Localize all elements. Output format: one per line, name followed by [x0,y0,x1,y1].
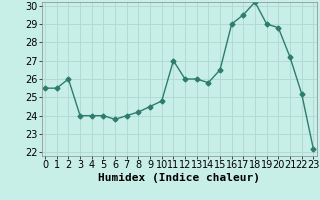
X-axis label: Humidex (Indice chaleur): Humidex (Indice chaleur) [98,173,260,183]
